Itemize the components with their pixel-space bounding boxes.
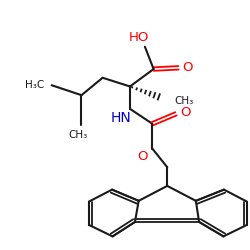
Text: O: O <box>182 61 192 74</box>
Text: HO: HO <box>128 32 149 44</box>
Text: CH₃: CH₃ <box>175 96 194 106</box>
Text: O: O <box>181 106 191 118</box>
Text: HN: HN <box>111 110 132 124</box>
Text: H₃C: H₃C <box>26 80 45 90</box>
Text: O: O <box>138 150 148 163</box>
Text: CH₃: CH₃ <box>68 130 87 140</box>
